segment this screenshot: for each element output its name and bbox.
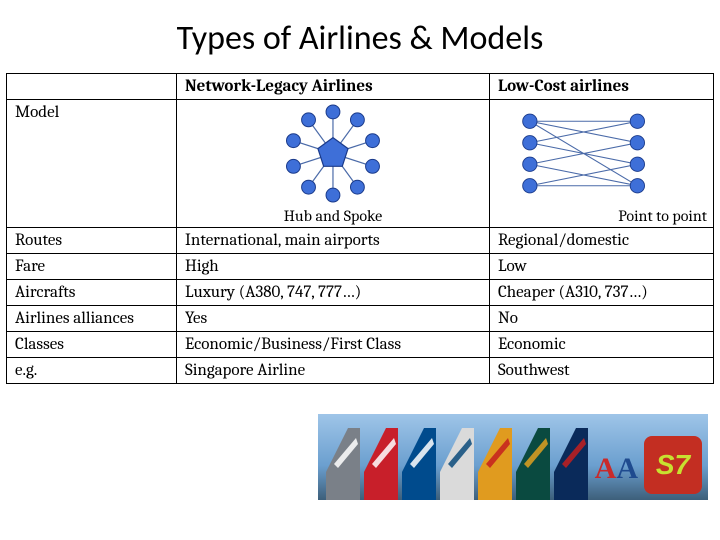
cell: International, main airports (177, 228, 490, 254)
cell: Singapore Airline (177, 358, 490, 384)
cell: Regional/domestic (489, 228, 713, 254)
row-label-model: Model (7, 100, 177, 228)
aa-letter-blue: A (616, 452, 638, 485)
row-label: Aircrafts (7, 280, 177, 306)
airline-tails-banner: AA S7 (318, 414, 708, 500)
row-label: Fare (7, 254, 177, 280)
table-row: Aircrafts Luxury (A380, 747, 777…) Cheap… (7, 280, 714, 306)
cell: Economic/Business/First Class (177, 332, 490, 358)
cell: Cheaper (A310, 737…) (489, 280, 713, 306)
comparison-table: Network-Legacy Airlines Low-Cost airline… (6, 73, 714, 384)
model-label-legacy: Hub and Spoke (177, 207, 489, 225)
row-label: Routes (7, 228, 177, 254)
table-row: e.g. Singapore Airline Southwest (7, 358, 714, 384)
header-blank (7, 74, 177, 100)
page-title: Types of Airlines & Models (0, 0, 720, 73)
table-row: Airlines alliances Yes No (7, 306, 714, 332)
cell: Yes (177, 306, 490, 332)
cell-hub-and-spoke: Hub and Spoke (177, 100, 490, 228)
model-label-lowcost: Point to point (618, 207, 707, 225)
table-row: Routes International, main airports Regi… (7, 228, 714, 254)
header-lowcost: Low-Cost airlines (489, 74, 713, 100)
cell: Economic (489, 332, 713, 358)
aa-logo: AA (595, 452, 638, 486)
row-label: e.g. (7, 358, 177, 384)
table-row: Classes Economic/Business/First Class Ec… (7, 332, 714, 358)
cell: No (489, 306, 713, 332)
cell: High (177, 254, 490, 280)
table-row: Fare High Low (7, 254, 714, 280)
table-header-row: Network-Legacy Airlines Low-Cost airline… (7, 74, 714, 100)
table-row-model: Model Hub and Spoke Point to point (7, 100, 714, 228)
cell-point-to-point: Point to point (489, 100, 713, 228)
hub-spoke-diagram (181, 104, 485, 203)
cell: Low (489, 254, 713, 280)
cell: Luxury (A380, 747, 777…) (177, 280, 490, 306)
aa-letter-red: A (595, 452, 617, 485)
point-to-point-diagram (494, 104, 709, 203)
s7-badge: S7 (644, 436, 702, 494)
header-legacy: Network-Legacy Airlines (177, 74, 490, 100)
row-label: Classes (7, 332, 177, 358)
row-label: Airlines alliances (7, 306, 177, 332)
cell: Southwest (489, 358, 713, 384)
